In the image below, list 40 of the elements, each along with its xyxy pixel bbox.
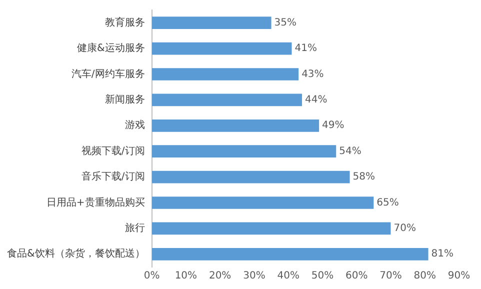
bar <box>152 170 350 184</box>
y-tick-label: 音乐下载/订阅 <box>81 170 145 183</box>
data-label: 41% <box>294 43 317 54</box>
bar <box>152 16 272 30</box>
x-tick-label: 70% <box>380 270 402 282</box>
x-tick-label: 40% <box>277 270 300 282</box>
y-tick-label: 健康&运动服务 <box>76 42 145 54</box>
x-tick-label: 30% <box>243 270 266 282</box>
x-tick-label: 60% <box>345 270 368 282</box>
y-tick-label: 教育服务 <box>104 16 145 28</box>
y-tick-label: 食品&饮料（杂货，餐饮配送） <box>6 248 145 260</box>
y-tick-label: 新闻服务 <box>104 94 145 106</box>
y-tick-label: 游戏 <box>124 119 145 132</box>
y-tick-label: 旅行 <box>124 222 145 234</box>
data-label: 43% <box>302 68 324 80</box>
bar <box>152 145 336 158</box>
x-tick-label: 20% <box>208 270 232 282</box>
data-label: 65% <box>376 197 399 208</box>
y-tick-label: 视频下载/订阅 <box>81 144 145 157</box>
bar <box>152 222 391 235</box>
bar <box>152 196 374 209</box>
data-label: 58% <box>352 172 376 183</box>
data-label: 44% <box>304 94 328 106</box>
x-tick-label: 10% <box>174 270 198 282</box>
x-tick-label: 0% <box>144 270 160 282</box>
y-tick-label: 汽车/网约车服务 <box>71 68 145 80</box>
bar <box>152 248 428 260</box>
bar <box>152 94 302 106</box>
data-label: 35% <box>274 17 296 28</box>
x-tick-label: 90% <box>448 270 470 282</box>
x-tick-label: 50% <box>311 270 334 282</box>
data-label: 70% <box>394 223 416 234</box>
data-label: 54% <box>339 146 362 157</box>
data-label: 81% <box>431 248 454 260</box>
bar <box>152 68 299 80</box>
data-label: 49% <box>322 120 344 132</box>
bar <box>152 119 320 132</box>
x-tick-label: 80% <box>414 270 436 282</box>
y-tick-label: 日用品+贵重物品购买 <box>46 196 145 208</box>
bar <box>152 42 292 55</box>
